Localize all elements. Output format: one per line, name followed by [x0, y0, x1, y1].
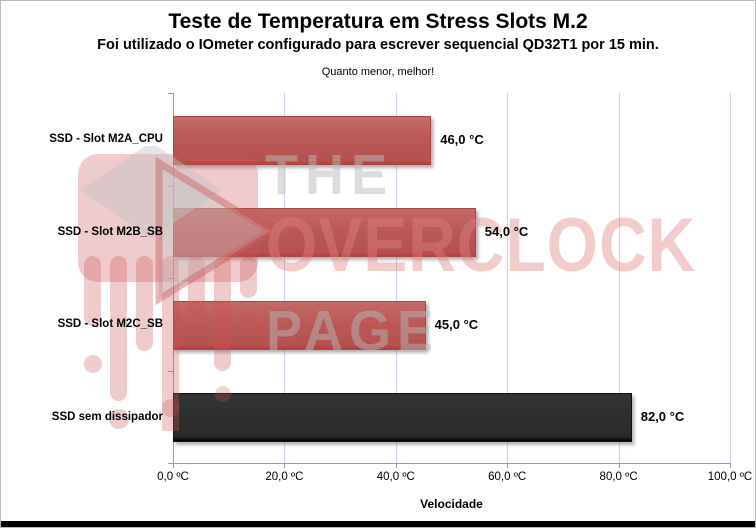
chart-note: Quanto menor, melhor! — [321, 66, 435, 78]
x-tick-label-80: 80,0 ºC — [599, 471, 638, 483]
chart-subtitle: Foi utilizado o IOmeter configurado para… — [97, 37, 659, 53]
category-label-2: SSD - Slot M2C_SB — [57, 318, 163, 331]
value-label-0: 46,0 °C — [440, 131, 484, 147]
gridline-20 — [284, 93, 286, 463]
bottom-black-strip — [1, 521, 755, 527]
bar-0 — [173, 115, 432, 165]
category-label-0: SSD - Slot M2A_CPU — [49, 133, 163, 146]
plot-area — [173, 93, 731, 464]
x-tick-label-40: 40,0 ºC — [376, 471, 415, 483]
gridline-40 — [395, 93, 397, 463]
value-label-3: 82,0 °C — [640, 409, 685, 425]
x-tick-mark-80 — [618, 463, 620, 468]
x-tick-label-20: 20,0 ºC — [265, 471, 304, 483]
x-tick-mark-100 — [730, 463, 731, 468]
y-tick-mark-4 — [168, 463, 173, 464]
bar-2 — [173, 300, 426, 350]
x-tick-label-0: 0,0 ºC — [157, 471, 189, 483]
gridline-60 — [507, 93, 509, 463]
y-tick-mark-0 — [168, 93, 173, 94]
value-label-1: 54,0 °C — [484, 224, 529, 240]
y-tick-mark-2 — [168, 278, 173, 279]
x-tick-label-60: 60,0 ºC — [488, 471, 527, 483]
x-tick-mark-0 — [173, 463, 174, 468]
category-label-1: SSD - Slot M2B_SB — [57, 225, 163, 238]
x-tick-mark-60 — [507, 463, 509, 468]
bar-1 — [173, 208, 476, 258]
chart-title: Teste de Temperatura em Stress Slots M.2 — [168, 10, 588, 33]
category-label-3: SSD sem dissipador — [51, 410, 163, 423]
x-tick-label-100: 100,0 ºC — [707, 471, 753, 483]
bar-3 — [173, 393, 632, 443]
x-tick-mark-40 — [395, 463, 397, 468]
gridline-100 — [730, 93, 731, 463]
gridline-80 — [618, 93, 620, 463]
value-label-2: 45,0 °C — [434, 316, 479, 332]
y-tick-mark-1 — [168, 185, 173, 187]
x-tick-mark-20 — [284, 463, 286, 468]
x-axis-title: Velocidade — [420, 497, 483, 511]
y-tick-mark-3 — [168, 370, 173, 372]
